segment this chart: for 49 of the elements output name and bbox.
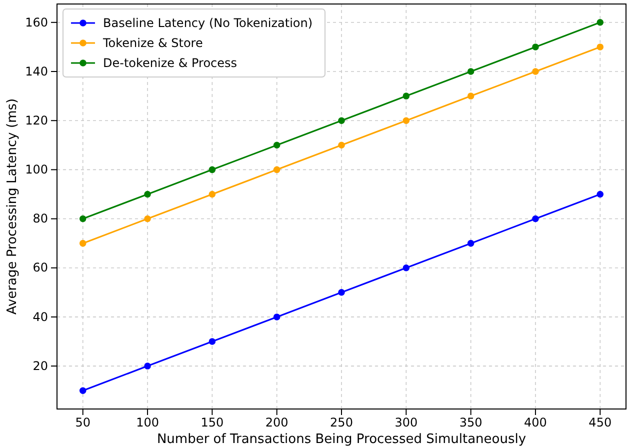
legend-label: Baseline Latency (No Tokenization): [103, 16, 313, 30]
point: [532, 68, 539, 75]
point: [79, 215, 86, 222]
point: [596, 190, 604, 198]
point: [79, 240, 86, 247]
point: [532, 215, 539, 222]
point: [79, 387, 86, 394]
y-tick-label: 120: [25, 113, 48, 128]
point: [596, 44, 604, 50]
point: [208, 338, 216, 345]
point: [208, 190, 216, 198]
x-tick-label: 350: [459, 416, 482, 430]
x-axis-title: Number of Transactions Being Processed Simultaneously: [156, 432, 526, 447]
y-axis-title: Average Processing Latency (ms): [5, 98, 20, 315]
point: [532, 44, 539, 50]
point: [273, 142, 280, 149]
point: [144, 362, 151, 370]
point: [402, 117, 410, 124]
y-tick-label: 20: [32, 358, 48, 373]
point: [208, 166, 216, 174]
x-tick-label: 400: [524, 416, 547, 430]
point: [402, 264, 410, 272]
x-tick-label: 50: [75, 416, 91, 430]
point: [338, 289, 345, 296]
x-tick-label: 150: [200, 416, 224, 430]
point: [467, 68, 474, 75]
legend-label: Tokenize & Store: [102, 36, 203, 50]
y-tick-label: 60: [32, 260, 48, 275]
y-tick-label: 100: [25, 162, 48, 177]
point: [338, 117, 345, 124]
point: [338, 142, 345, 149]
y-tick-label: 40: [32, 310, 48, 324]
point: [144, 215, 151, 222]
point: [467, 240, 474, 247]
y-tick-label: 160: [25, 15, 48, 30]
point: [144, 190, 151, 198]
point: [273, 166, 280, 174]
point: [402, 92, 410, 100]
x-tick-label: 300: [394, 416, 418, 430]
x-tick-label: 250: [330, 416, 353, 430]
y-tick-label: 140: [25, 64, 48, 78]
point: [467, 92, 474, 100]
x-tick-label: 450: [588, 416, 612, 430]
point: [596, 19, 604, 26]
y-tick-label: 80: [32, 212, 48, 226]
point: [273, 314, 280, 320]
x-tick-label: 100: [136, 416, 159, 430]
legend-label: De-tokenize & Process: [103, 56, 238, 70]
x-tick-label: 200: [265, 416, 288, 430]
